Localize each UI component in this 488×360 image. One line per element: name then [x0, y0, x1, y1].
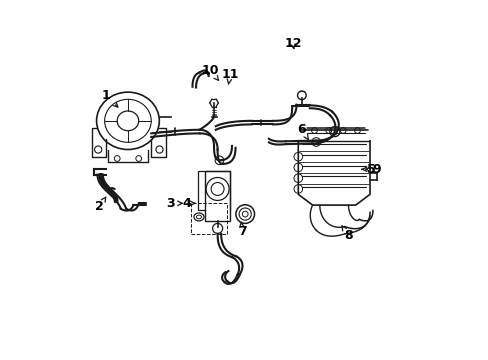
Text: 5: 5 [361, 163, 375, 176]
Bar [204, 171, 230, 221]
Text: 3: 3 [166, 197, 182, 210]
Text: 6: 6 [297, 123, 308, 140]
Text: 1: 1 [102, 89, 118, 107]
Text: 10: 10 [201, 64, 219, 80]
Text: 7: 7 [238, 222, 246, 238]
Text: 9: 9 [366, 163, 381, 176]
Bar [190, 203, 226, 234]
Text: 2: 2 [95, 197, 105, 213]
Text: 8: 8 [341, 226, 352, 242]
Text: 11: 11 [221, 68, 239, 84]
Text: 12: 12 [284, 37, 301, 50]
Text: 4: 4 [183, 197, 194, 210]
